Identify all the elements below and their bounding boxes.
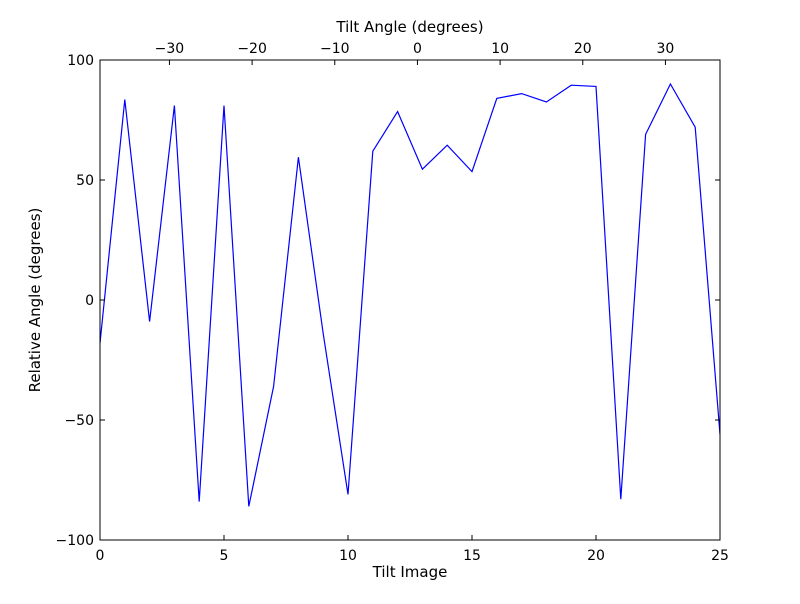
y-axis-title: Relative Angle (degrees) — [26, 208, 44, 393]
y-tick-label: −100 — [56, 533, 94, 549]
x2-tick-label: 10 — [491, 41, 509, 57]
series-layer — [99, 82, 721, 507]
x2-tick-label: 30 — [657, 41, 675, 57]
y-tick-label: 50 — [76, 173, 94, 189]
x-tick-label: 20 — [587, 548, 605, 564]
x2-tick-label: 20 — [574, 41, 592, 57]
x2-tick-label: −10 — [320, 41, 350, 57]
series-line — [99, 82, 721, 507]
y-tick-label: 100 — [67, 53, 94, 69]
y-tick-label: 0 — [85, 293, 94, 309]
x2-axis-title: Tilt Angle (degrees) — [335, 18, 483, 36]
x2-tick-label: −20 — [237, 41, 267, 57]
x-tick-label: 5 — [220, 548, 229, 564]
y-tick-label: −50 — [64, 413, 94, 429]
x-tick-label: 10 — [339, 548, 357, 564]
x-axis-title: Tilt Image — [372, 563, 448, 581]
x2-tick-label: −30 — [155, 41, 185, 57]
x2-tick-label: 0 — [413, 41, 422, 57]
plot-frame — [99, 59, 721, 541]
x-tick-label: 15 — [463, 548, 481, 564]
x-tick-label: 25 — [711, 548, 729, 564]
x-tick-label: 0 — [96, 548, 105, 564]
